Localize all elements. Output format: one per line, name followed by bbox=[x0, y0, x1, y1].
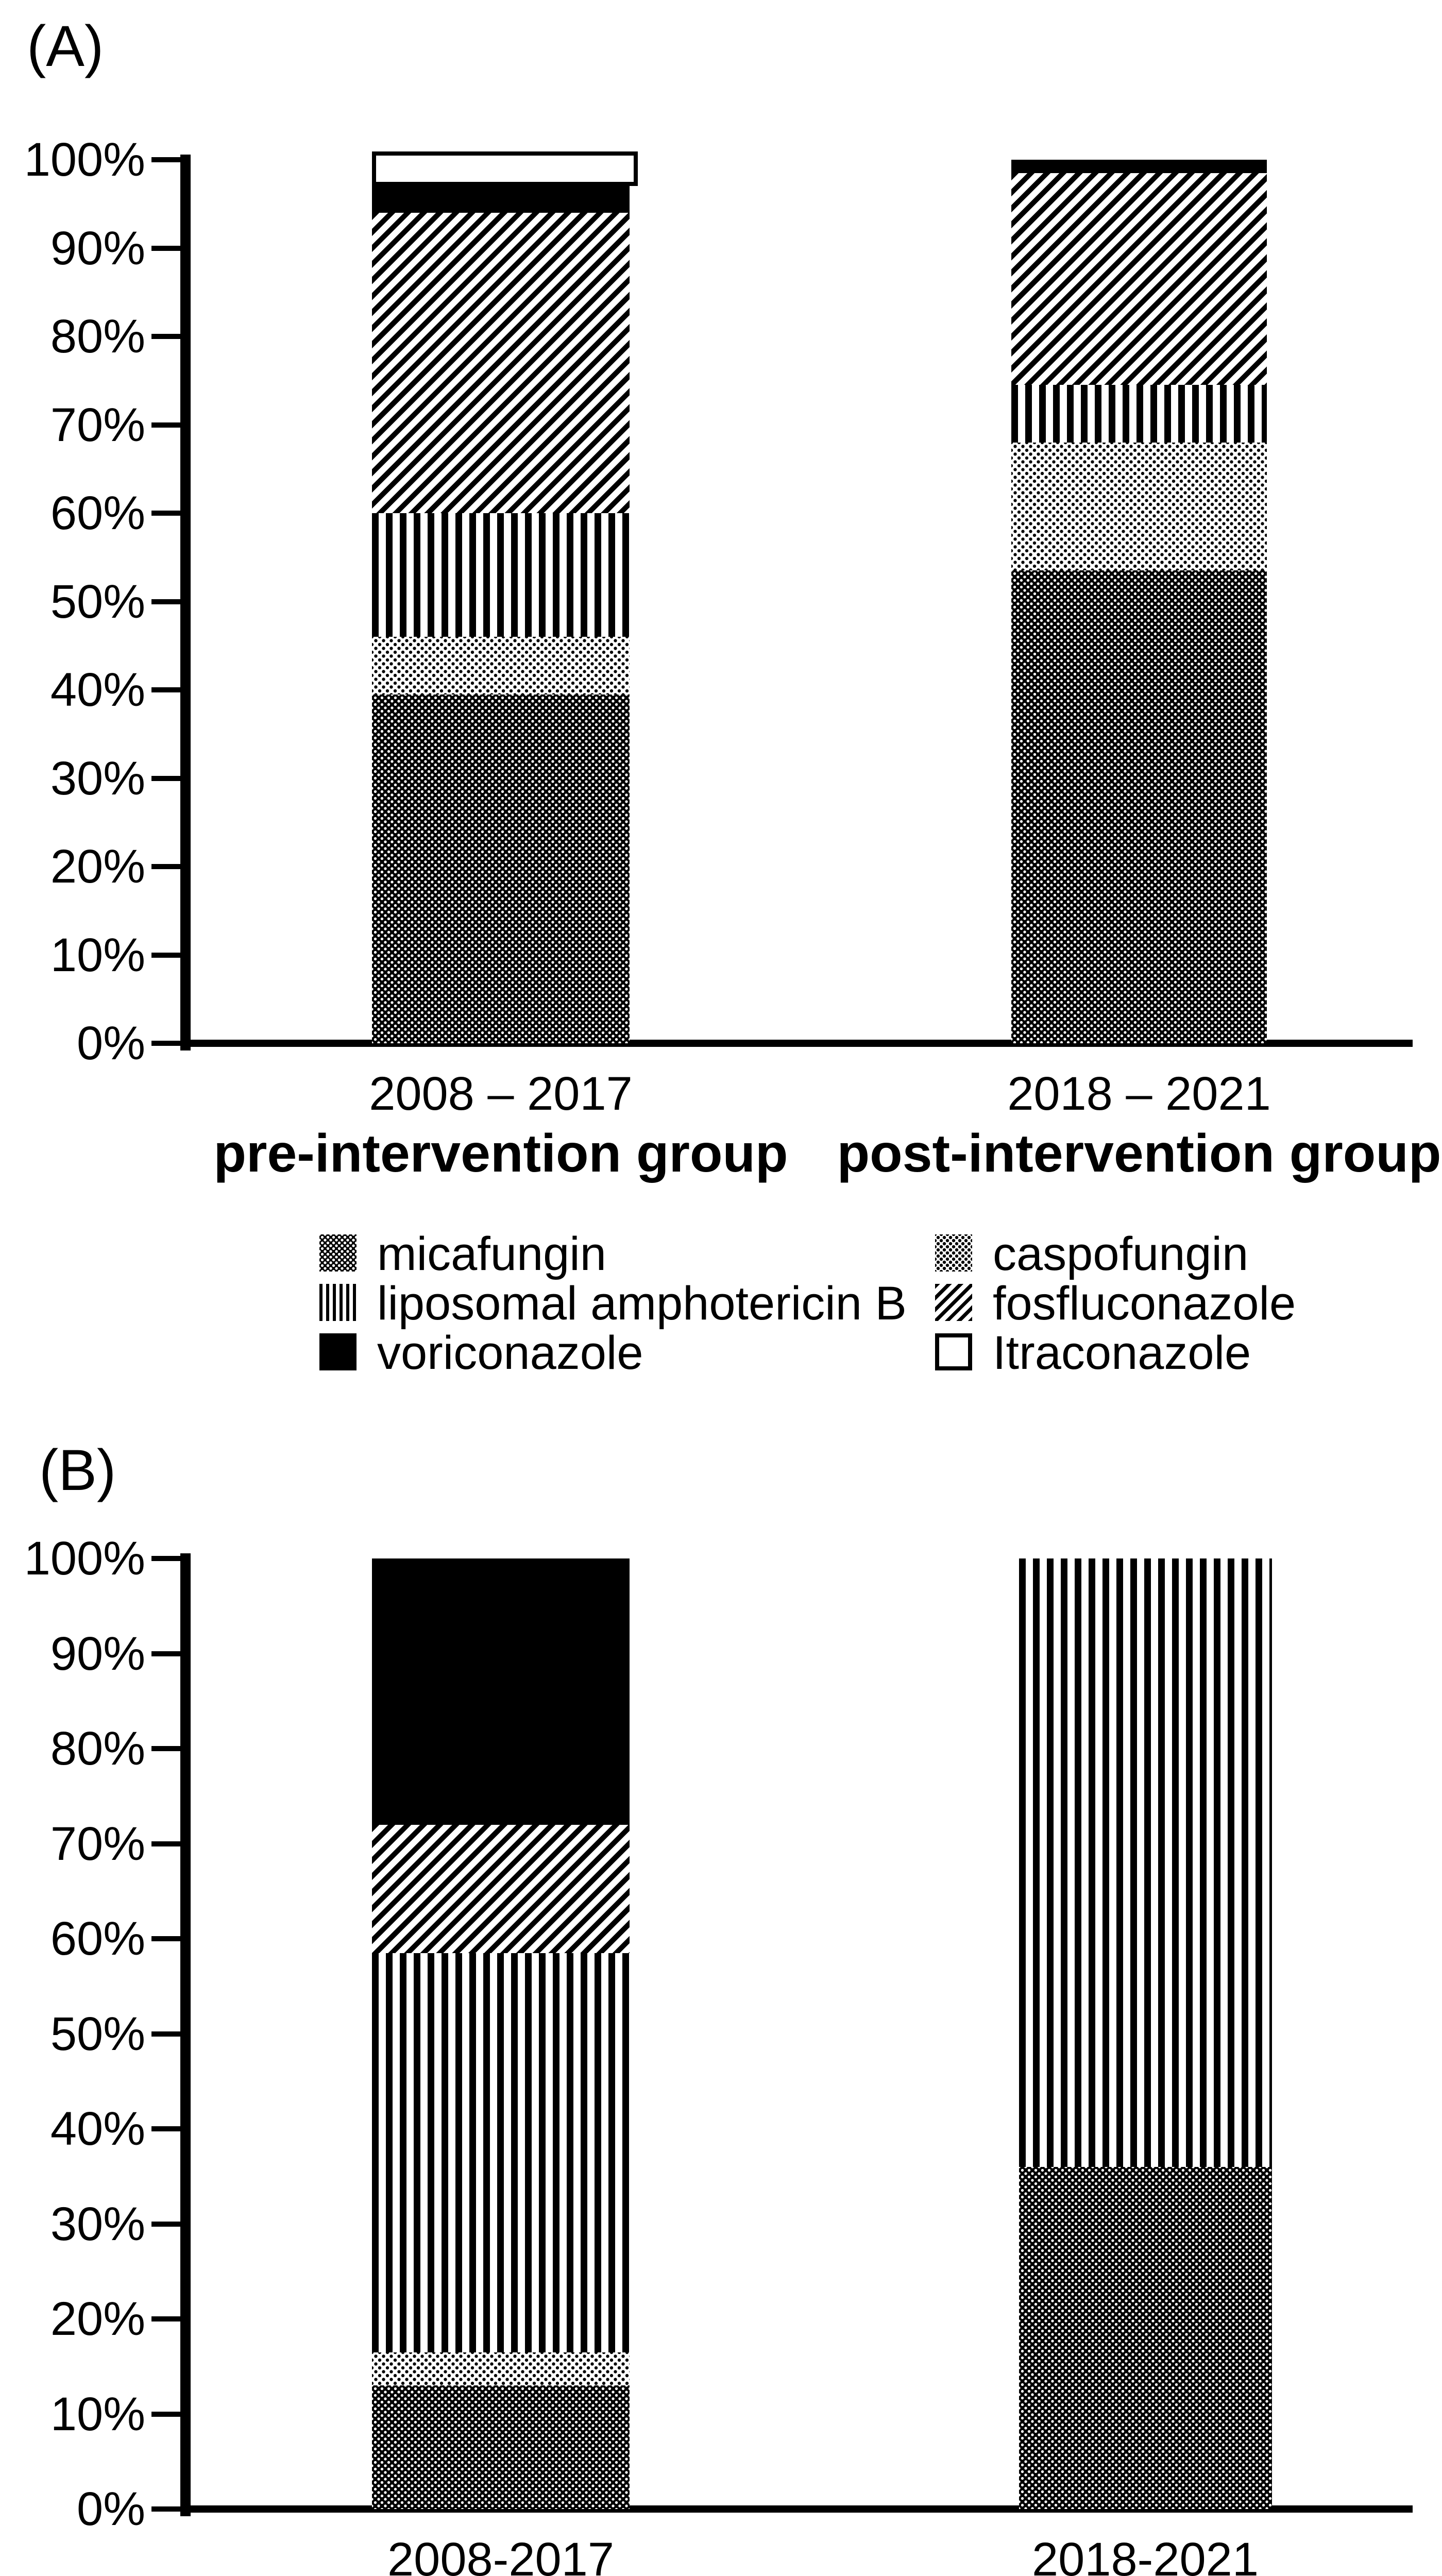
y-tick-label: 0% bbox=[77, 2483, 145, 2535]
legend-label-caspofungin: caspofungin bbox=[993, 1228, 1249, 1280]
bar-segment-caspofungin bbox=[372, 637, 630, 694]
bar-segment-voriconazole bbox=[1011, 160, 1267, 173]
y-tick-label: 40% bbox=[50, 2103, 145, 2155]
bar-segment-itraconazole bbox=[372, 151, 638, 187]
y-tick-label: 50% bbox=[50, 575, 145, 628]
bar-segment-liposomal-amphotericin-b bbox=[372, 1953, 630, 2352]
legend-swatch-itraconazole bbox=[935, 1333, 972, 1370]
y-tick-label: 70% bbox=[50, 1817, 145, 1870]
y-tick bbox=[151, 422, 180, 428]
y-tick bbox=[151, 599, 180, 604]
legend-label-fosfluconazole: fosfluconazole bbox=[993, 1277, 1296, 1330]
x-category-label: 2018-2021 bbox=[1032, 2533, 1259, 2576]
y-tick-label: 20% bbox=[50, 840, 145, 893]
x-category-label: 2008-2017 bbox=[387, 2533, 614, 2576]
y-tick bbox=[151, 245, 180, 251]
bar-segment-fosfluconazole bbox=[372, 212, 630, 513]
bar-segment-liposomal-amphotericin-b bbox=[372, 513, 630, 637]
legend-swatch-micafungin bbox=[319, 1234, 357, 1272]
y-tick bbox=[151, 864, 180, 869]
legend-swatch-voriconazole bbox=[319, 1333, 357, 1370]
y-tick bbox=[151, 1936, 180, 1941]
panel-b-letter: (B) bbox=[39, 1438, 116, 1502]
legend-label-micafungin: micafungin bbox=[377, 1228, 606, 1280]
x-category-label: 2008 – 2017 bbox=[369, 1067, 633, 1120]
bar-segment-micafungin bbox=[1011, 570, 1267, 1043]
bar-segment-liposomal-amphotericin-b bbox=[1011, 385, 1267, 443]
bar-segment-fosfluconazole bbox=[1011, 173, 1267, 385]
y-tick bbox=[151, 2221, 180, 2227]
x-category-label: 2018 – 2021 bbox=[1007, 1067, 1271, 1120]
y-tick-label: 20% bbox=[50, 2293, 145, 2345]
y-tick-label: 90% bbox=[50, 1627, 145, 1680]
y-tick-label: 90% bbox=[50, 222, 145, 275]
y-tick-label: 30% bbox=[50, 752, 145, 805]
y-tick bbox=[151, 511, 180, 516]
y-tick bbox=[151, 1746, 180, 1751]
bar-segment-voriconazole bbox=[372, 186, 630, 213]
bar-segment-micafungin bbox=[372, 2385, 630, 2509]
bar-segment-micafungin bbox=[1019, 2166, 1272, 2509]
y-tick-label: 80% bbox=[50, 310, 145, 363]
legend-label-liposomal-amphotericin-b: liposomal amphotericin B bbox=[377, 1277, 907, 1330]
panel-b-plot-area: 0% 10% 20% 30% 40% 50% 60% 70% 80% 90% 100% 2008-20… bbox=[24, 1535, 1413, 2576]
bar-segment-liposomal-amphotericin-b bbox=[1019, 1558, 1272, 2167]
y-axis-line bbox=[180, 155, 191, 1050]
y-tick-label: 40% bbox=[50, 664, 145, 716]
y-tick bbox=[151, 334, 180, 339]
y-tick-label: 60% bbox=[50, 487, 145, 539]
y-tick-label: 80% bbox=[50, 1722, 145, 1775]
y-tick bbox=[151, 157, 180, 162]
x-group-label: pre-intervention group bbox=[213, 1124, 788, 1183]
y-tick-label: 10% bbox=[50, 2387, 145, 2441]
y-tick bbox=[151, 2411, 180, 2417]
y-tick bbox=[151, 1041, 180, 1046]
legend-label-itraconazole: Itraconazole bbox=[993, 1327, 1251, 1379]
y-tick bbox=[151, 1651, 180, 1656]
y-tick bbox=[151, 687, 180, 692]
bar-segment-voriconazole bbox=[372, 1558, 630, 1825]
y-tick-label: 50% bbox=[50, 2007, 145, 2060]
y-tick bbox=[151, 2126, 180, 2131]
y-tick bbox=[151, 2031, 180, 2037]
y-tick bbox=[151, 2316, 180, 2321]
y-tick-label: 100% bbox=[24, 133, 145, 186]
legend-label-voriconazole: voriconazole bbox=[377, 1327, 643, 1379]
y-tick bbox=[151, 2506, 180, 2512]
bar-segment-caspofungin bbox=[1011, 442, 1267, 571]
bar-segment-caspofungin bbox=[372, 2352, 630, 2386]
y-tick-label: 10% bbox=[50, 928, 145, 981]
y-tick bbox=[151, 1841, 180, 1846]
y-tick bbox=[151, 952, 180, 958]
legend-swatch-caspofungin bbox=[935, 1234, 972, 1272]
panel-a-letter: (A) bbox=[27, 14, 104, 78]
x-group-label: post-intervention group bbox=[837, 1124, 1441, 1183]
panel-a-plot-area: 0% 10% 20% 30% 40% 50% 60% 70% 80% 90% 100% 2008 – … bbox=[24, 136, 1441, 1180]
y-tick-label: 30% bbox=[50, 2197, 145, 2250]
y-tick-label: 0% bbox=[77, 1017, 145, 1070]
legend-swatch-fosfluconazole bbox=[935, 1284, 972, 1321]
y-tick-label: 100% bbox=[24, 1532, 145, 1585]
bar-segment-fosfluconazole bbox=[372, 1824, 630, 1953]
y-tick bbox=[151, 775, 180, 781]
bar-segment-micafungin bbox=[372, 694, 630, 1043]
y-tick-label: 60% bbox=[50, 1912, 145, 1965]
y-axis-line bbox=[180, 1553, 191, 2516]
y-tick bbox=[151, 1556, 180, 1561]
y-tick-label: 70% bbox=[50, 398, 145, 451]
legend-swatch-liposomal-amphotericin-b bbox=[319, 1284, 357, 1321]
